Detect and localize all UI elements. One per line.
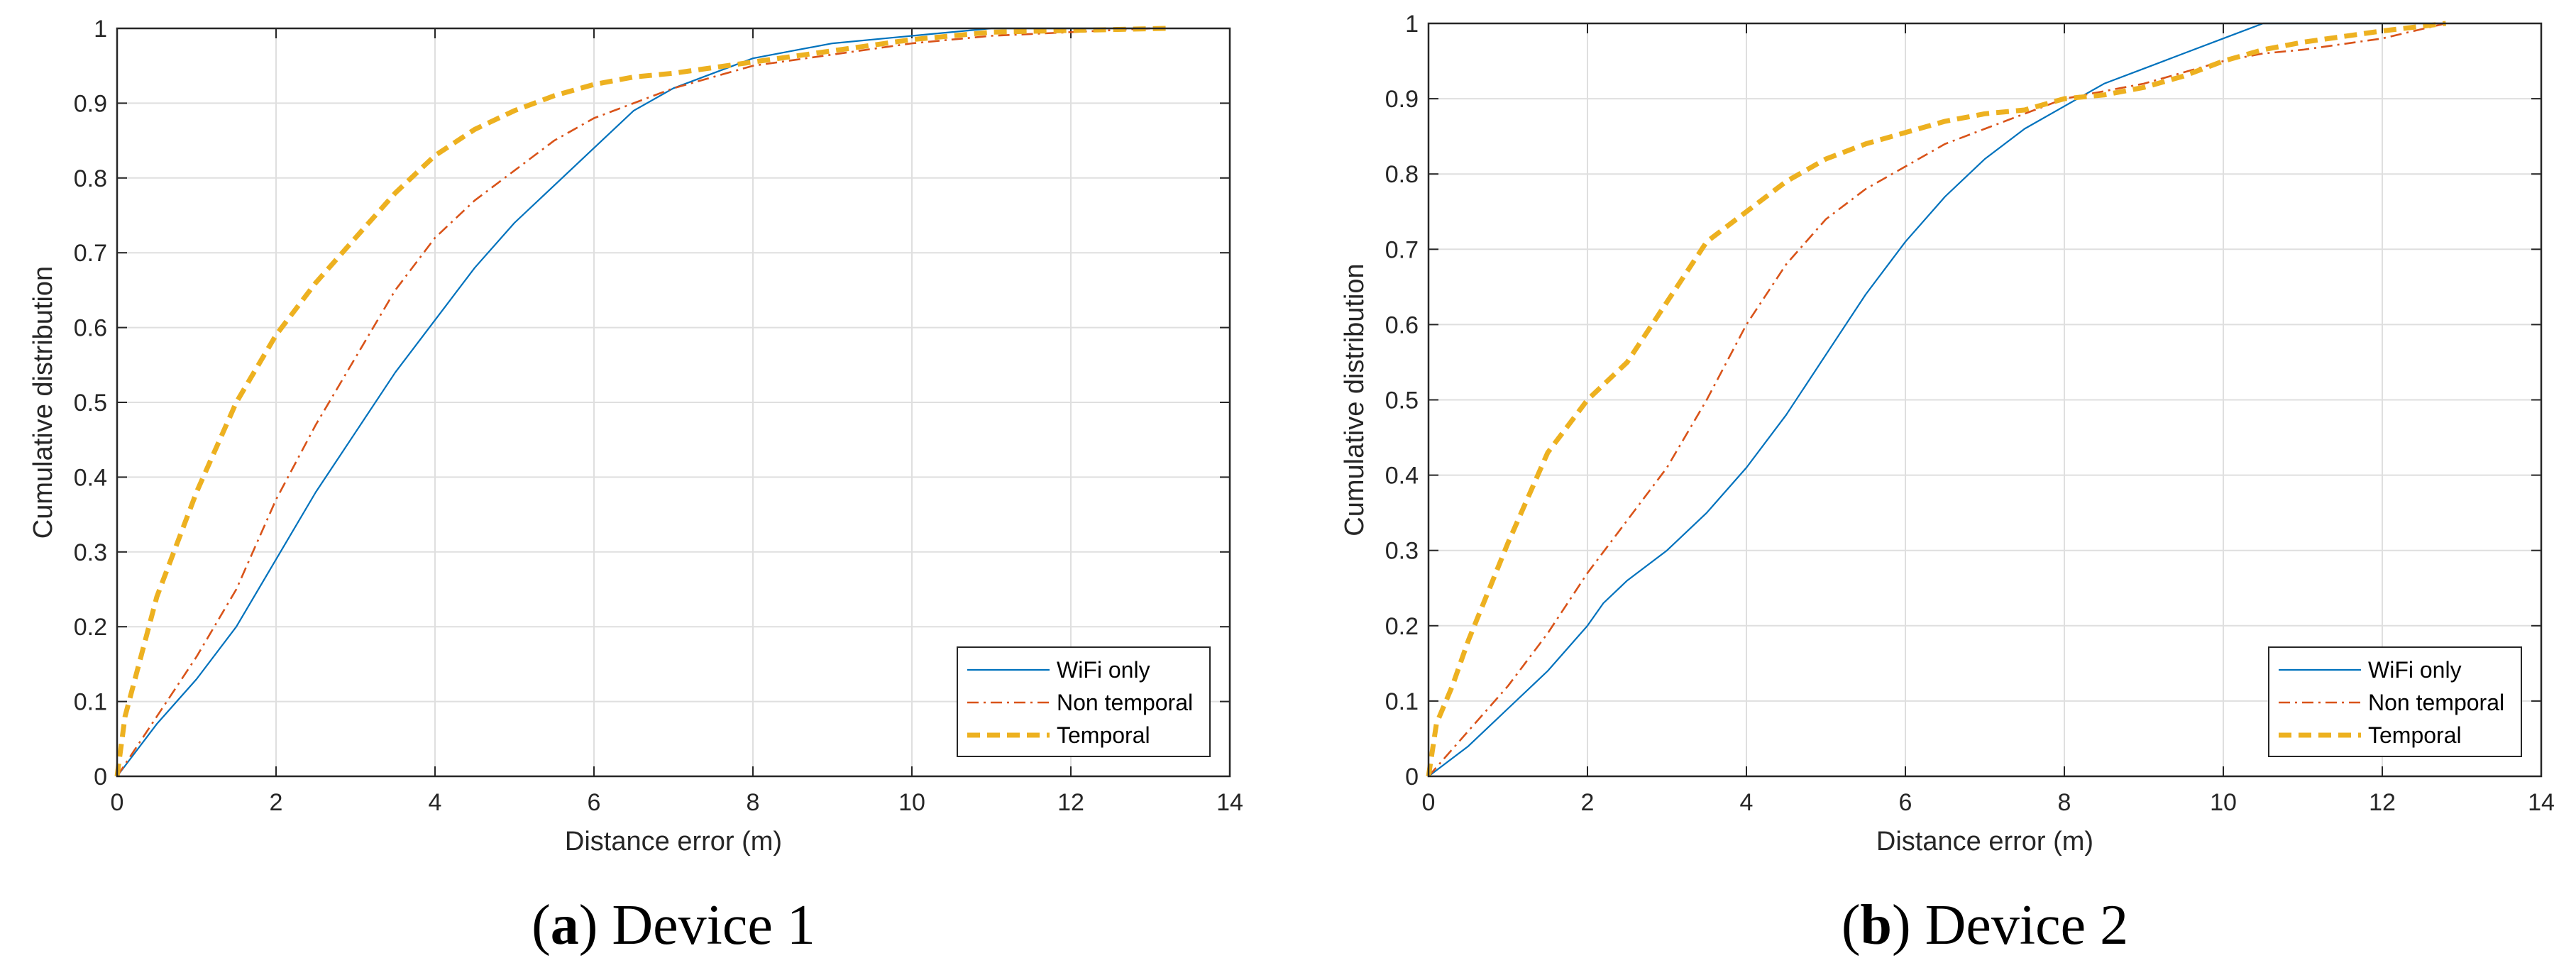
- x-tick-label: 4: [429, 789, 442, 816]
- y-tick-label: 0.2: [1385, 613, 1419, 640]
- x-tick-label: 8: [2058, 789, 2071, 816]
- y-tick-label: 0.1: [1385, 688, 1419, 715]
- caption-letter: b: [1860, 894, 1892, 957]
- x-tick-label: 14: [2528, 789, 2555, 816]
- caption-text: Device 2: [1911, 894, 2129, 957]
- legend-label: WiFi only: [2368, 657, 2462, 683]
- caption-close-paren: ): [579, 894, 598, 957]
- legend-label: Temporal: [2368, 722, 2462, 748]
- series-line-wifi-only: [1428, 22, 2446, 777]
- x-tick-label: 10: [898, 789, 925, 816]
- legend-label: Temporal: [1057, 722, 1150, 748]
- x-tick-label: 10: [2210, 789, 2237, 816]
- caption-close-paren: ): [1892, 894, 1911, 957]
- caption-open-paren: (: [532, 894, 551, 957]
- y-tick-label: 1: [94, 16, 107, 43]
- x-tick-label: 12: [2369, 789, 2396, 816]
- legend-label: Non temporal: [1057, 690, 1193, 715]
- x-tick-label: 8: [747, 789, 760, 816]
- y-tick-label: 0.2: [74, 614, 107, 641]
- y-tick-label: 0: [94, 764, 107, 791]
- x-tick-label: 6: [588, 789, 601, 816]
- panel-caption: (a) Device 1: [532, 894, 815, 957]
- caption-text: Device 1: [598, 894, 815, 957]
- y-tick-label: 0.9: [74, 90, 107, 117]
- panel-caption: (b) Device 2: [1842, 894, 2128, 957]
- x-tick-label: 4: [1740, 789, 1754, 816]
- series-line-temporal: [1426, 21, 2447, 777]
- y-tick-label: 0.3: [74, 539, 107, 566]
- y-tick-label: 0.5: [1385, 387, 1419, 414]
- y-tick-label: 0.6: [74, 315, 107, 342]
- x-tick-label: 0: [1422, 789, 1436, 816]
- y-tick-label: 0.3: [1385, 538, 1419, 565]
- x-tick-label: 2: [270, 789, 283, 816]
- x-axis-label: Distance error (m): [565, 827, 782, 856]
- chart-panel-b: 0 2 4 6 8 10 12 14 0 0.1 0.2 0.3 0.4 0.5 0.6 0.7 0.8 0.9 1…: [1340, 11, 2555, 957]
- x-axis-label: Distance error (m): [1876, 827, 2093, 856]
- legend: WiFi only Non temporal Temporal: [957, 646, 1211, 757]
- y-tick-label: 1: [1405, 11, 1419, 38]
- y-tick-label: 0.4: [74, 464, 107, 491]
- y-axis-label: Cumulative distribution: [28, 266, 58, 539]
- y-tick-label: 0.5: [74, 390, 107, 417]
- y-tick-label: 0: [1405, 764, 1419, 791]
- y-tick-label: 0.8: [1385, 161, 1419, 188]
- series-line-non-temporal: [1428, 22, 2446, 777]
- series-line-wifi-only: [116, 27, 1150, 777]
- series-line-non-temporal: [116, 27, 1151, 777]
- y-tick-label: 0.1: [74, 689, 107, 716]
- y-tick-label: 0.8: [74, 165, 107, 192]
- x-tick-label: 12: [1057, 789, 1084, 816]
- y-axis-label: Cumulative distribution: [1340, 263, 1370, 536]
- chart-panel-a: 0 2 4 6 8 10 12 14 0 0.1 0.2 0.3 0.4 0.5 0.6 0.7 0.8 0.9 1…: [28, 16, 1243, 957]
- legend-label: Non temporal: [2368, 690, 2504, 715]
- legend: WiFi only Non temporal Temporal: [2268, 646, 2522, 757]
- caption-open-paren: (: [1842, 894, 1861, 957]
- caption-letter: a: [551, 894, 579, 957]
- y-tick-label: 0.4: [1385, 463, 1419, 490]
- y-tick-label: 0.9: [1385, 86, 1419, 113]
- axes-box: [1427, 22, 2543, 778]
- legend-label: WiFi only: [1057, 657, 1150, 683]
- y-tick-label: 0.7: [1385, 236, 1419, 263]
- x-tick-label: 14: [1216, 789, 1243, 816]
- x-tick-label: 2: [1581, 789, 1595, 816]
- axes-box: [116, 27, 1231, 778]
- y-tick-label: 0.7: [74, 240, 107, 267]
- x-tick-label: 6: [1899, 789, 1912, 816]
- y-tick-label: 0.6: [1385, 312, 1419, 338]
- series-line-temporal: [114, 26, 1167, 777]
- x-tick-label: 0: [111, 789, 124, 816]
